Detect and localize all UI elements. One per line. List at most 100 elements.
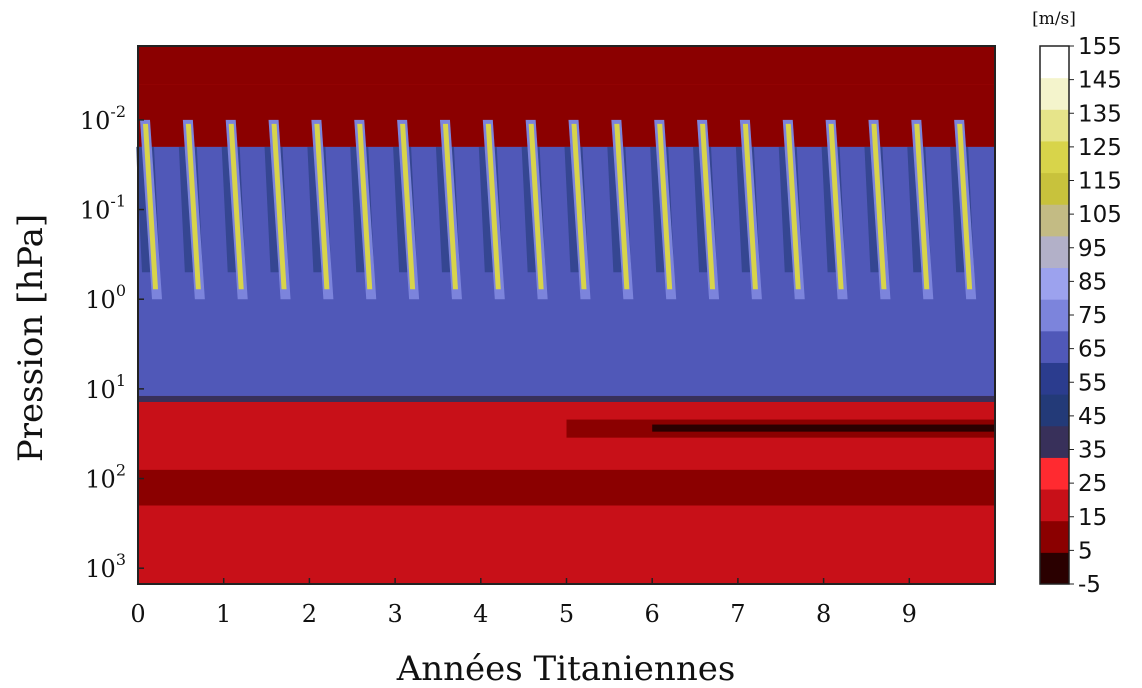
jet-core — [828, 123, 844, 290]
jet-core — [571, 123, 587, 290]
x-tick-label: 5 — [559, 600, 574, 628]
colorbar-band — [1040, 425, 1069, 458]
x-tick-label: 4 — [473, 600, 488, 628]
pressure-band — [138, 469, 995, 506]
jet-core — [357, 123, 373, 290]
jet-core — [785, 123, 801, 290]
jet-core — [143, 123, 158, 290]
jet-core — [957, 123, 973, 290]
y-tick-exponent: 2 — [116, 461, 126, 480]
jet-core — [485, 123, 501, 290]
x-tick-label: 6 — [645, 600, 660, 628]
colorbar-band — [1040, 362, 1069, 395]
colorbar-tick-label: 15 — [1078, 505, 1107, 531]
colorbar-band — [1040, 330, 1069, 363]
colorbar-band — [1040, 552, 1069, 585]
jet-core — [528, 123, 544, 290]
y-tick-base: 10 — [85, 466, 116, 494]
heatmap-layers — [138, 46, 995, 584]
colorbar-band — [1040, 520, 1069, 553]
y-tick-label: 100 — [85, 281, 126, 314]
colorbar-band — [1040, 46, 1069, 79]
y-tick-exponent: -2 — [110, 102, 126, 121]
colorbar-tick-label: 105 — [1078, 202, 1122, 228]
pressure-band — [138, 505, 995, 584]
colorbar-band — [1040, 457, 1069, 490]
y-tick-exponent: 0 — [116, 281, 126, 300]
y-tick-label: 101 — [85, 371, 126, 404]
y-tick-exponent: -1 — [110, 192, 126, 211]
colorbar-unit: [m/s] — [1032, 9, 1076, 29]
colorbar-band — [1040, 172, 1069, 205]
colorbar-tick-label: 95 — [1078, 236, 1107, 262]
y-axis-title: Pression [hPa] — [11, 214, 51, 462]
colorbar-tick-label: 25 — [1078, 471, 1107, 497]
x-tick-label: 9 — [902, 600, 917, 628]
colorbar-band — [1040, 204, 1069, 237]
y-tick-exponent: 1 — [116, 371, 126, 390]
jet-core — [314, 123, 330, 290]
colorbar-tick-label: 135 — [1078, 101, 1122, 127]
deep-layer-min — [652, 424, 995, 432]
x-tick-label: 0 — [130, 600, 145, 628]
jet-core — [657, 123, 673, 290]
colorbar-tick-label: 35 — [1078, 438, 1107, 464]
colorbar-tick-label: 5 — [1078, 538, 1093, 564]
plot-area — [136, 45, 996, 585]
colorbar-tick-label: 115 — [1078, 169, 1122, 195]
jet-core — [742, 123, 758, 290]
y-tick-exponent: 3 — [116, 550, 126, 569]
y-tick-base: 10 — [85, 376, 116, 404]
y-tick-base: 10 — [80, 197, 111, 225]
colorbar-tick-label: -5 — [1078, 572, 1101, 598]
y-tick-base: 10 — [80, 107, 111, 135]
colorbar-bands — [1040, 46, 1069, 585]
colorbar-tick-label: 85 — [1078, 269, 1107, 295]
x-tick-label: 7 — [730, 600, 745, 628]
x-axis-title: Années Titaniennes — [396, 649, 736, 688]
colorbar-band — [1040, 489, 1069, 522]
colorbar-band — [1040, 235, 1069, 269]
colorbar: 1551451351251151059585756555453525155-5 … — [1032, 9, 1122, 598]
jet-core — [271, 123, 287, 290]
jet-core — [185, 123, 201, 290]
y-tick-label: 10-1 — [80, 192, 126, 225]
y-tick-label: 10-2 — [80, 102, 126, 135]
colorbar-tick-label: 65 — [1078, 337, 1107, 363]
jet-core — [400, 123, 416, 290]
x-tick-label: 1 — [216, 600, 231, 628]
x-tick-label: 2 — [302, 600, 317, 628]
y-tick-base: 10 — [85, 286, 116, 314]
jet-core — [871, 123, 887, 290]
colorbar-tick-label: 145 — [1078, 68, 1122, 94]
x-tick-label: 3 — [387, 600, 402, 628]
jet-bursts — [136, 119, 977, 300]
colorbar-band — [1040, 299, 1069, 332]
pressure-band — [138, 395, 995, 402]
y-tick-label: 103 — [85, 550, 126, 583]
colorbar-tick-label: 45 — [1078, 404, 1107, 430]
colorbar-tick-label: 55 — [1078, 370, 1107, 396]
colorbar-band — [1040, 109, 1069, 142]
x-axis: 0 1 2 3 4 5 6 7 8 9 — [130, 578, 917, 628]
colorbar-tick-label: 125 — [1078, 135, 1122, 161]
y-tick-label: 102 — [85, 461, 126, 494]
colorbar-band — [1040, 77, 1069, 110]
jet-core — [614, 123, 630, 290]
jet-core — [914, 123, 930, 290]
jet-core — [228, 123, 244, 290]
x-tick-label: 8 — [816, 600, 831, 628]
colorbar-band — [1040, 140, 1069, 174]
pressure-band — [138, 46, 995, 85]
colorbar-band — [1040, 394, 1069, 427]
jet-core — [442, 123, 458, 290]
colorbar-tick-label: 155 — [1078, 34, 1122, 60]
y-tick-base: 10 — [85, 555, 116, 583]
colorbar-tick-label: 75 — [1078, 303, 1107, 329]
pressure-band — [138, 84, 995, 147]
colorbar-band — [1040, 267, 1069, 300]
jet-core — [700, 123, 716, 290]
